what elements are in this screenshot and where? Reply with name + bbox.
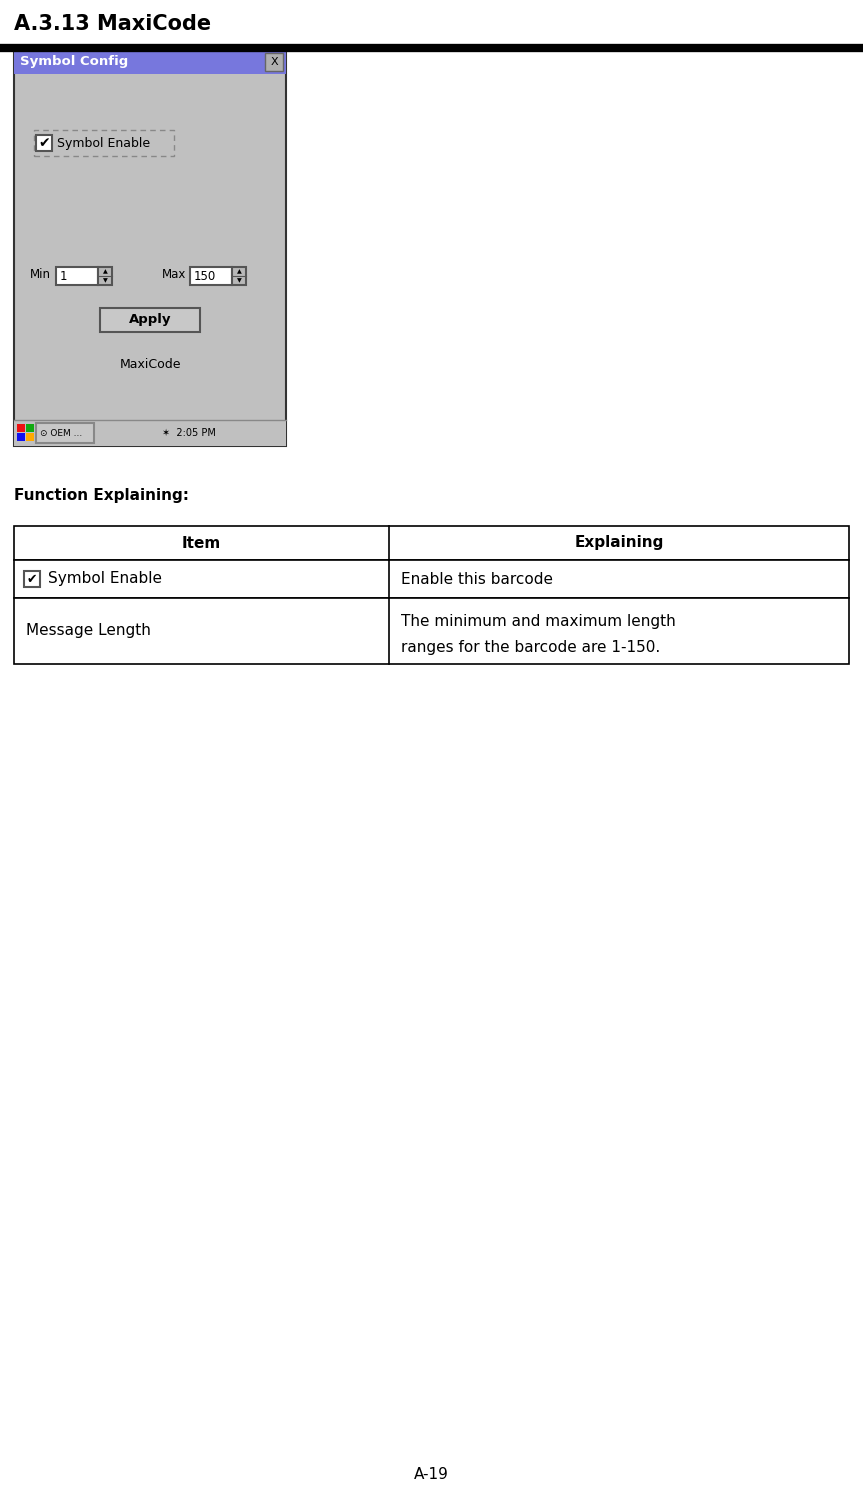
Text: 150: 150	[194, 269, 217, 283]
Bar	[24, 571, 40, 587]
Text: Message Length: Message Length	[26, 623, 151, 638]
Bar	[14, 561, 849, 598]
Bar	[14, 51, 286, 74]
Text: Symbol Enable: Symbol Enable	[57, 137, 150, 150]
Bar	[34, 129, 174, 156]
Text: Symbol Config: Symbol Config	[20, 55, 129, 68]
Bar	[17, 433, 25, 442]
Bar	[56, 268, 98, 286]
Bar	[14, 598, 849, 665]
Bar	[232, 268, 246, 286]
Text: The minimum and maximum length: The minimum and maximum length	[401, 614, 676, 629]
Text: ▼: ▼	[103, 278, 107, 283]
Bar	[265, 54, 283, 71]
Bar	[36, 422, 94, 443]
Bar	[36, 135, 52, 152]
Text: ✔: ✔	[38, 135, 50, 150]
Text: X: X	[270, 57, 278, 67]
Bar	[98, 268, 112, 286]
Bar	[26, 424, 34, 433]
Text: ✔: ✔	[27, 572, 37, 586]
Text: ✶  2:05 PM: ✶ 2:05 PM	[162, 428, 216, 439]
Text: MaxiCode: MaxiCode	[119, 358, 180, 372]
Text: Apply: Apply	[129, 314, 171, 327]
Text: Min: Min	[30, 269, 51, 281]
Text: ⊙ OEM ...: ⊙ OEM ...	[40, 428, 82, 437]
Text: ▼: ▼	[236, 278, 242, 283]
Bar	[14, 51, 286, 446]
Bar	[14, 526, 849, 561]
Bar	[14, 419, 286, 446]
Text: Enable this barcode: Enable this barcode	[401, 571, 553, 586]
Text: Symbol Enable: Symbol Enable	[48, 571, 162, 586]
Text: A-19: A-19	[414, 1468, 449, 1483]
Bar	[100, 308, 200, 332]
Text: Max: Max	[162, 269, 186, 281]
Bar	[17, 424, 25, 433]
Bar	[190, 268, 232, 286]
Text: Function Explaining:: Function Explaining:	[14, 488, 189, 503]
Bar	[26, 433, 34, 442]
Text: A.3.13 MaxiCode: A.3.13 MaxiCode	[14, 13, 211, 34]
Text: ranges for the barcode are 1-150.: ranges for the barcode are 1-150.	[401, 639, 660, 654]
Text: ▲: ▲	[103, 269, 107, 274]
Text: 1: 1	[60, 269, 67, 283]
Text: Explaining: Explaining	[574, 535, 664, 550]
Text: Item: Item	[182, 535, 221, 550]
Text: ▲: ▲	[236, 269, 242, 274]
